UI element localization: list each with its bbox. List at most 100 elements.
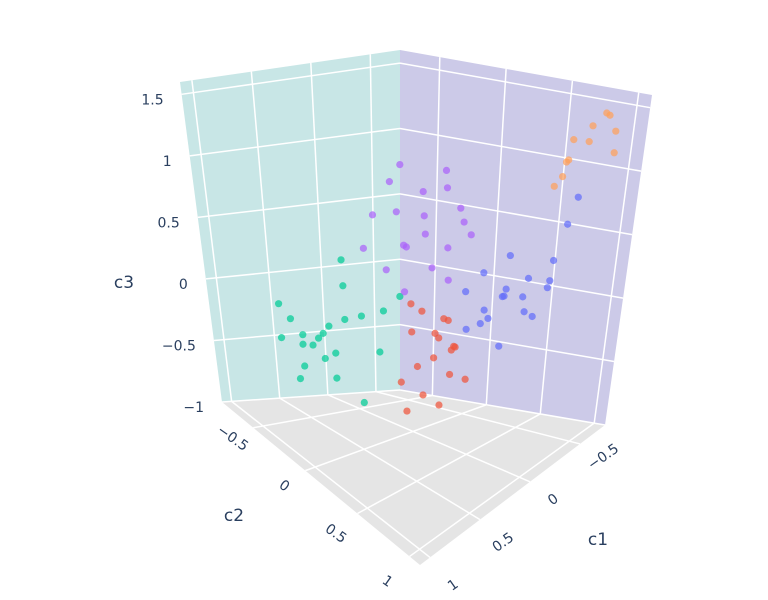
y-axis-title: c2 (224, 506, 244, 526)
data-point (603, 109, 611, 117)
data-point (341, 315, 349, 324)
data-point (420, 212, 428, 220)
data-point (333, 374, 341, 382)
data-point (610, 149, 618, 157)
data-point (484, 314, 492, 323)
data-point (296, 375, 305, 383)
data-point (549, 256, 558, 265)
data-point (428, 264, 436, 272)
z-tick-label: −0.5 (162, 338, 196, 354)
data-point (396, 292, 404, 301)
data-point (321, 354, 329, 363)
data-point (495, 342, 503, 350)
data-point (476, 319, 484, 328)
data-point (524, 274, 533, 282)
data-point (419, 391, 427, 399)
data-point (277, 334, 286, 342)
grid-line (189, 127, 401, 157)
data-point (444, 316, 452, 325)
grid-line (250, 71, 281, 399)
data-point (498, 293, 506, 301)
x-tick-label: 0 (545, 491, 561, 509)
data-point (589, 122, 597, 130)
data-point (309, 341, 317, 349)
data-point (562, 158, 571, 166)
left-wall (180, 50, 400, 402)
data-point (444, 244, 452, 252)
data-point (359, 244, 367, 252)
data-point (543, 284, 551, 292)
grid-line (191, 80, 233, 402)
data-point (357, 312, 366, 320)
data-point (546, 277, 554, 285)
data-point (286, 315, 295, 323)
grid-line (399, 127, 642, 172)
grid-line (485, 68, 507, 405)
y-tick-label: 0.5 (322, 521, 349, 547)
data-point (407, 300, 415, 308)
data-point (314, 334, 323, 342)
data-point (467, 231, 475, 239)
data-point (550, 182, 558, 190)
data-point (421, 230, 429, 238)
floor (222, 390, 605, 565)
data-point (480, 306, 488, 314)
data-point (558, 172, 567, 181)
data-point (462, 325, 470, 333)
data-point (519, 293, 527, 301)
data-point (332, 349, 340, 357)
y-tick-label: 0 (276, 477, 292, 495)
data-point (612, 127, 620, 135)
data-point (570, 136, 578, 144)
grid-line (205, 258, 401, 280)
grid-line (181, 62, 401, 96)
data-point (402, 243, 410, 251)
data-point (435, 401, 443, 409)
data-point (506, 251, 514, 260)
grid-line (221, 389, 401, 403)
data-point (400, 288, 409, 296)
data-point (450, 342, 458, 350)
grid-line (539, 80, 574, 415)
scene-grid (181, 54, 651, 559)
y-tick-label: 1 (379, 573, 395, 591)
data-point (325, 322, 333, 330)
data-point (299, 340, 307, 348)
z-tick-label: 0 (179, 277, 188, 293)
data-point (480, 269, 488, 277)
data-point (337, 256, 345, 264)
data-point (520, 308, 528, 316)
data-point (368, 211, 377, 219)
grid-line (279, 397, 481, 521)
z-tick-label: 1 (163, 154, 172, 170)
data-point (457, 204, 465, 212)
data-point (443, 184, 452, 192)
data-point (430, 354, 438, 362)
grid-line (357, 413, 541, 515)
data-point (418, 307, 426, 315)
data-point (442, 166, 451, 175)
data-point (528, 312, 536, 321)
scene-walls (180, 50, 652, 565)
data-point (585, 138, 593, 146)
y-tick-label: −0.5 (214, 422, 251, 455)
grid-line (327, 394, 531, 483)
z-tick-label: −1 (183, 400, 204, 416)
data-point (461, 375, 469, 383)
data-point (431, 329, 439, 337)
data-point (502, 285, 510, 293)
data-point (564, 220, 572, 228)
data-point (396, 160, 404, 169)
x-tick-label: 1 (445, 576, 461, 594)
scene-points (274, 109, 620, 415)
data-point (339, 282, 347, 290)
data-point (376, 348, 384, 356)
x-axis-title: c1 (588, 530, 608, 550)
grid-line (431, 57, 441, 396)
z-tick-label: 1.5 (141, 92, 163, 108)
data-point (382, 266, 390, 274)
grid-line (369, 54, 377, 392)
data-point (413, 362, 422, 371)
data-point (385, 178, 393, 186)
